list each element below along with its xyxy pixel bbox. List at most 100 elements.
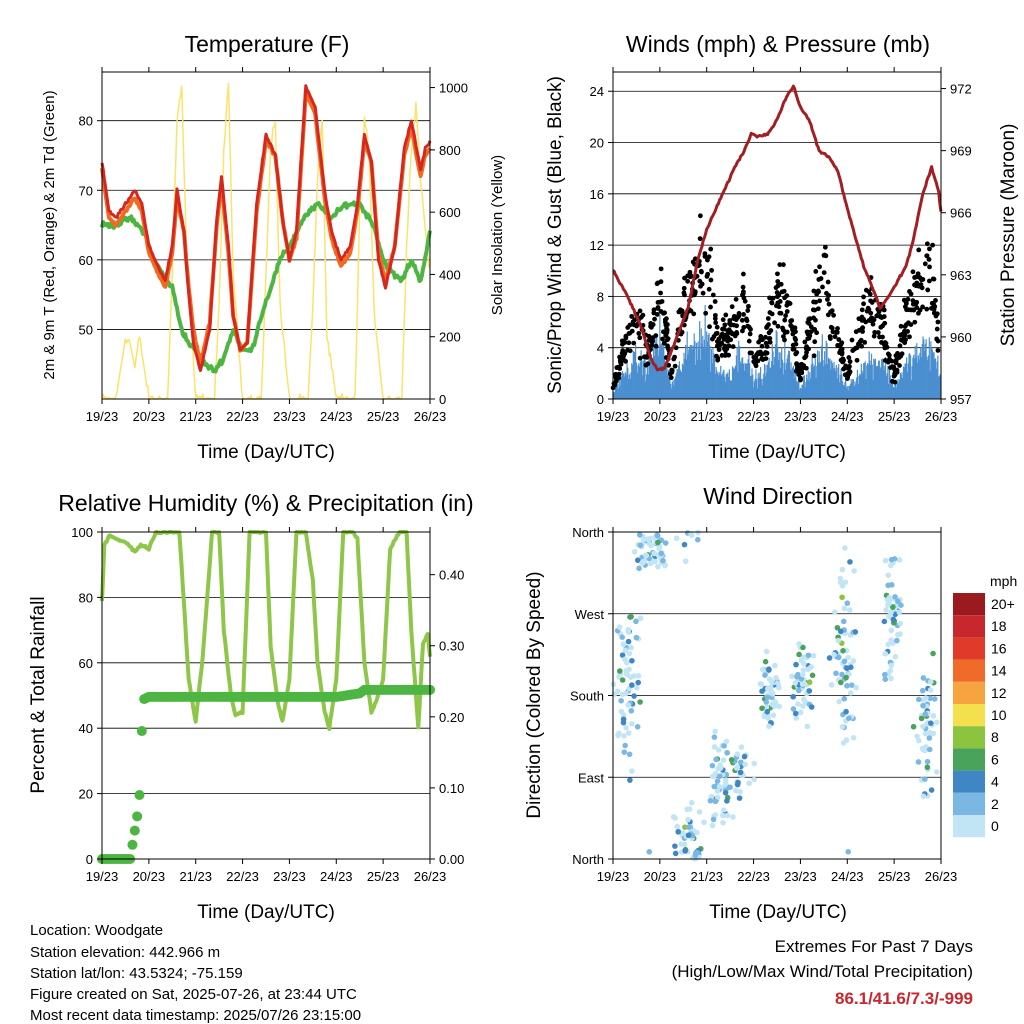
direction-point xyxy=(920,793,927,800)
direction-point xyxy=(618,708,625,715)
y-tick-label: 0 xyxy=(597,392,604,407)
gust-point xyxy=(924,253,930,259)
gust-point xyxy=(930,242,936,248)
direction-point xyxy=(924,764,931,771)
gust-point xyxy=(775,271,780,277)
gust-point xyxy=(663,316,669,322)
gust-point xyxy=(916,247,922,253)
gust-point xyxy=(899,331,905,337)
direction-point xyxy=(658,550,665,557)
y-tick-label-right: 966 xyxy=(950,206,972,221)
direction-point xyxy=(896,609,903,616)
gust-point xyxy=(931,301,936,307)
colorbar-swatch xyxy=(953,770,985,793)
gust-point xyxy=(845,366,851,371)
direction-point xyxy=(621,733,627,739)
x-tick-label: 25/23 xyxy=(878,869,911,884)
direction-point xyxy=(737,769,744,776)
direction-point xyxy=(682,558,689,565)
direction-point xyxy=(772,662,778,669)
gust-point xyxy=(775,279,781,284)
direction-point xyxy=(892,594,898,600)
gust-point xyxy=(780,325,785,331)
direction-point xyxy=(810,652,817,659)
gust-point xyxy=(806,335,812,341)
direction-point xyxy=(809,672,816,679)
gust-point xyxy=(933,298,938,303)
gust-point xyxy=(767,339,773,345)
gust-point xyxy=(620,341,625,347)
direction-point xyxy=(796,641,802,647)
extremes-box: Extremes For Past 7 Days (High/Low/Max W… xyxy=(672,937,973,1008)
direction-point xyxy=(728,756,735,763)
footer-elevation: Station elevation: 442.966 m xyxy=(30,944,220,961)
gust-point xyxy=(838,357,844,363)
direction-point xyxy=(927,695,933,702)
direction-point xyxy=(686,806,693,812)
direction-point xyxy=(841,695,848,702)
gust-point xyxy=(859,314,865,320)
gust-point xyxy=(661,310,666,316)
gust-point xyxy=(698,283,703,289)
direction-point xyxy=(927,720,934,726)
colorbar-label: 16 xyxy=(991,640,1007,656)
direction-point xyxy=(847,690,854,696)
direction-point xyxy=(805,666,811,673)
gust-series xyxy=(610,213,941,391)
y-tick-label: 80 xyxy=(79,114,93,129)
gust-point xyxy=(917,307,923,313)
gust-point xyxy=(905,329,910,334)
gust-point xyxy=(922,261,928,267)
gust-point xyxy=(713,320,719,326)
gust-point xyxy=(691,292,697,298)
gust-point xyxy=(730,344,736,349)
gust-point xyxy=(934,326,940,332)
direction-point xyxy=(888,637,894,643)
gust-point xyxy=(774,303,779,309)
gust-point xyxy=(804,344,810,350)
gust-point xyxy=(782,337,787,343)
direction-point xyxy=(616,624,623,630)
gust-point xyxy=(825,297,830,302)
gust-point xyxy=(769,300,775,306)
direction-point xyxy=(846,607,853,613)
gust-point xyxy=(926,278,932,284)
direction-point xyxy=(682,824,688,830)
gust-point xyxy=(778,281,784,287)
direction-point xyxy=(712,798,719,805)
direction-panel: Wind Direction North East South West North 19… xyxy=(524,483,1017,923)
gust-point xyxy=(774,290,780,295)
y-tick-label-right: 972 xyxy=(950,82,972,97)
gust-point xyxy=(741,325,747,330)
gust-point xyxy=(630,319,636,325)
colorbar-label: 0 xyxy=(991,818,999,834)
y-tick-label: 100 xyxy=(71,525,93,540)
gust-point xyxy=(811,353,817,359)
gust-point xyxy=(813,317,818,323)
direction-point xyxy=(768,688,775,695)
direction-point xyxy=(915,696,922,703)
gust-point xyxy=(706,286,712,292)
pressure-ylabel: Station Pressure (Maroon) xyxy=(998,124,1019,347)
gust-point xyxy=(924,306,930,312)
direction-point xyxy=(626,751,633,758)
gust-point xyxy=(782,295,787,301)
direction-point xyxy=(720,757,727,763)
direction-point xyxy=(895,631,901,638)
gust-point xyxy=(817,298,823,304)
gust-point xyxy=(839,340,845,346)
direction-point xyxy=(633,634,640,641)
direction-point xyxy=(647,535,654,542)
gust-point xyxy=(854,357,860,363)
direction-point xyxy=(623,724,629,731)
direction-point xyxy=(801,696,807,703)
gust-point xyxy=(836,337,842,342)
gust-point xyxy=(847,359,853,365)
gust-point xyxy=(804,350,809,355)
gust-point xyxy=(777,298,783,304)
direction-point xyxy=(923,695,929,701)
gust-point xyxy=(781,288,787,294)
gust-point xyxy=(713,331,719,337)
pressure-line xyxy=(612,84,943,372)
